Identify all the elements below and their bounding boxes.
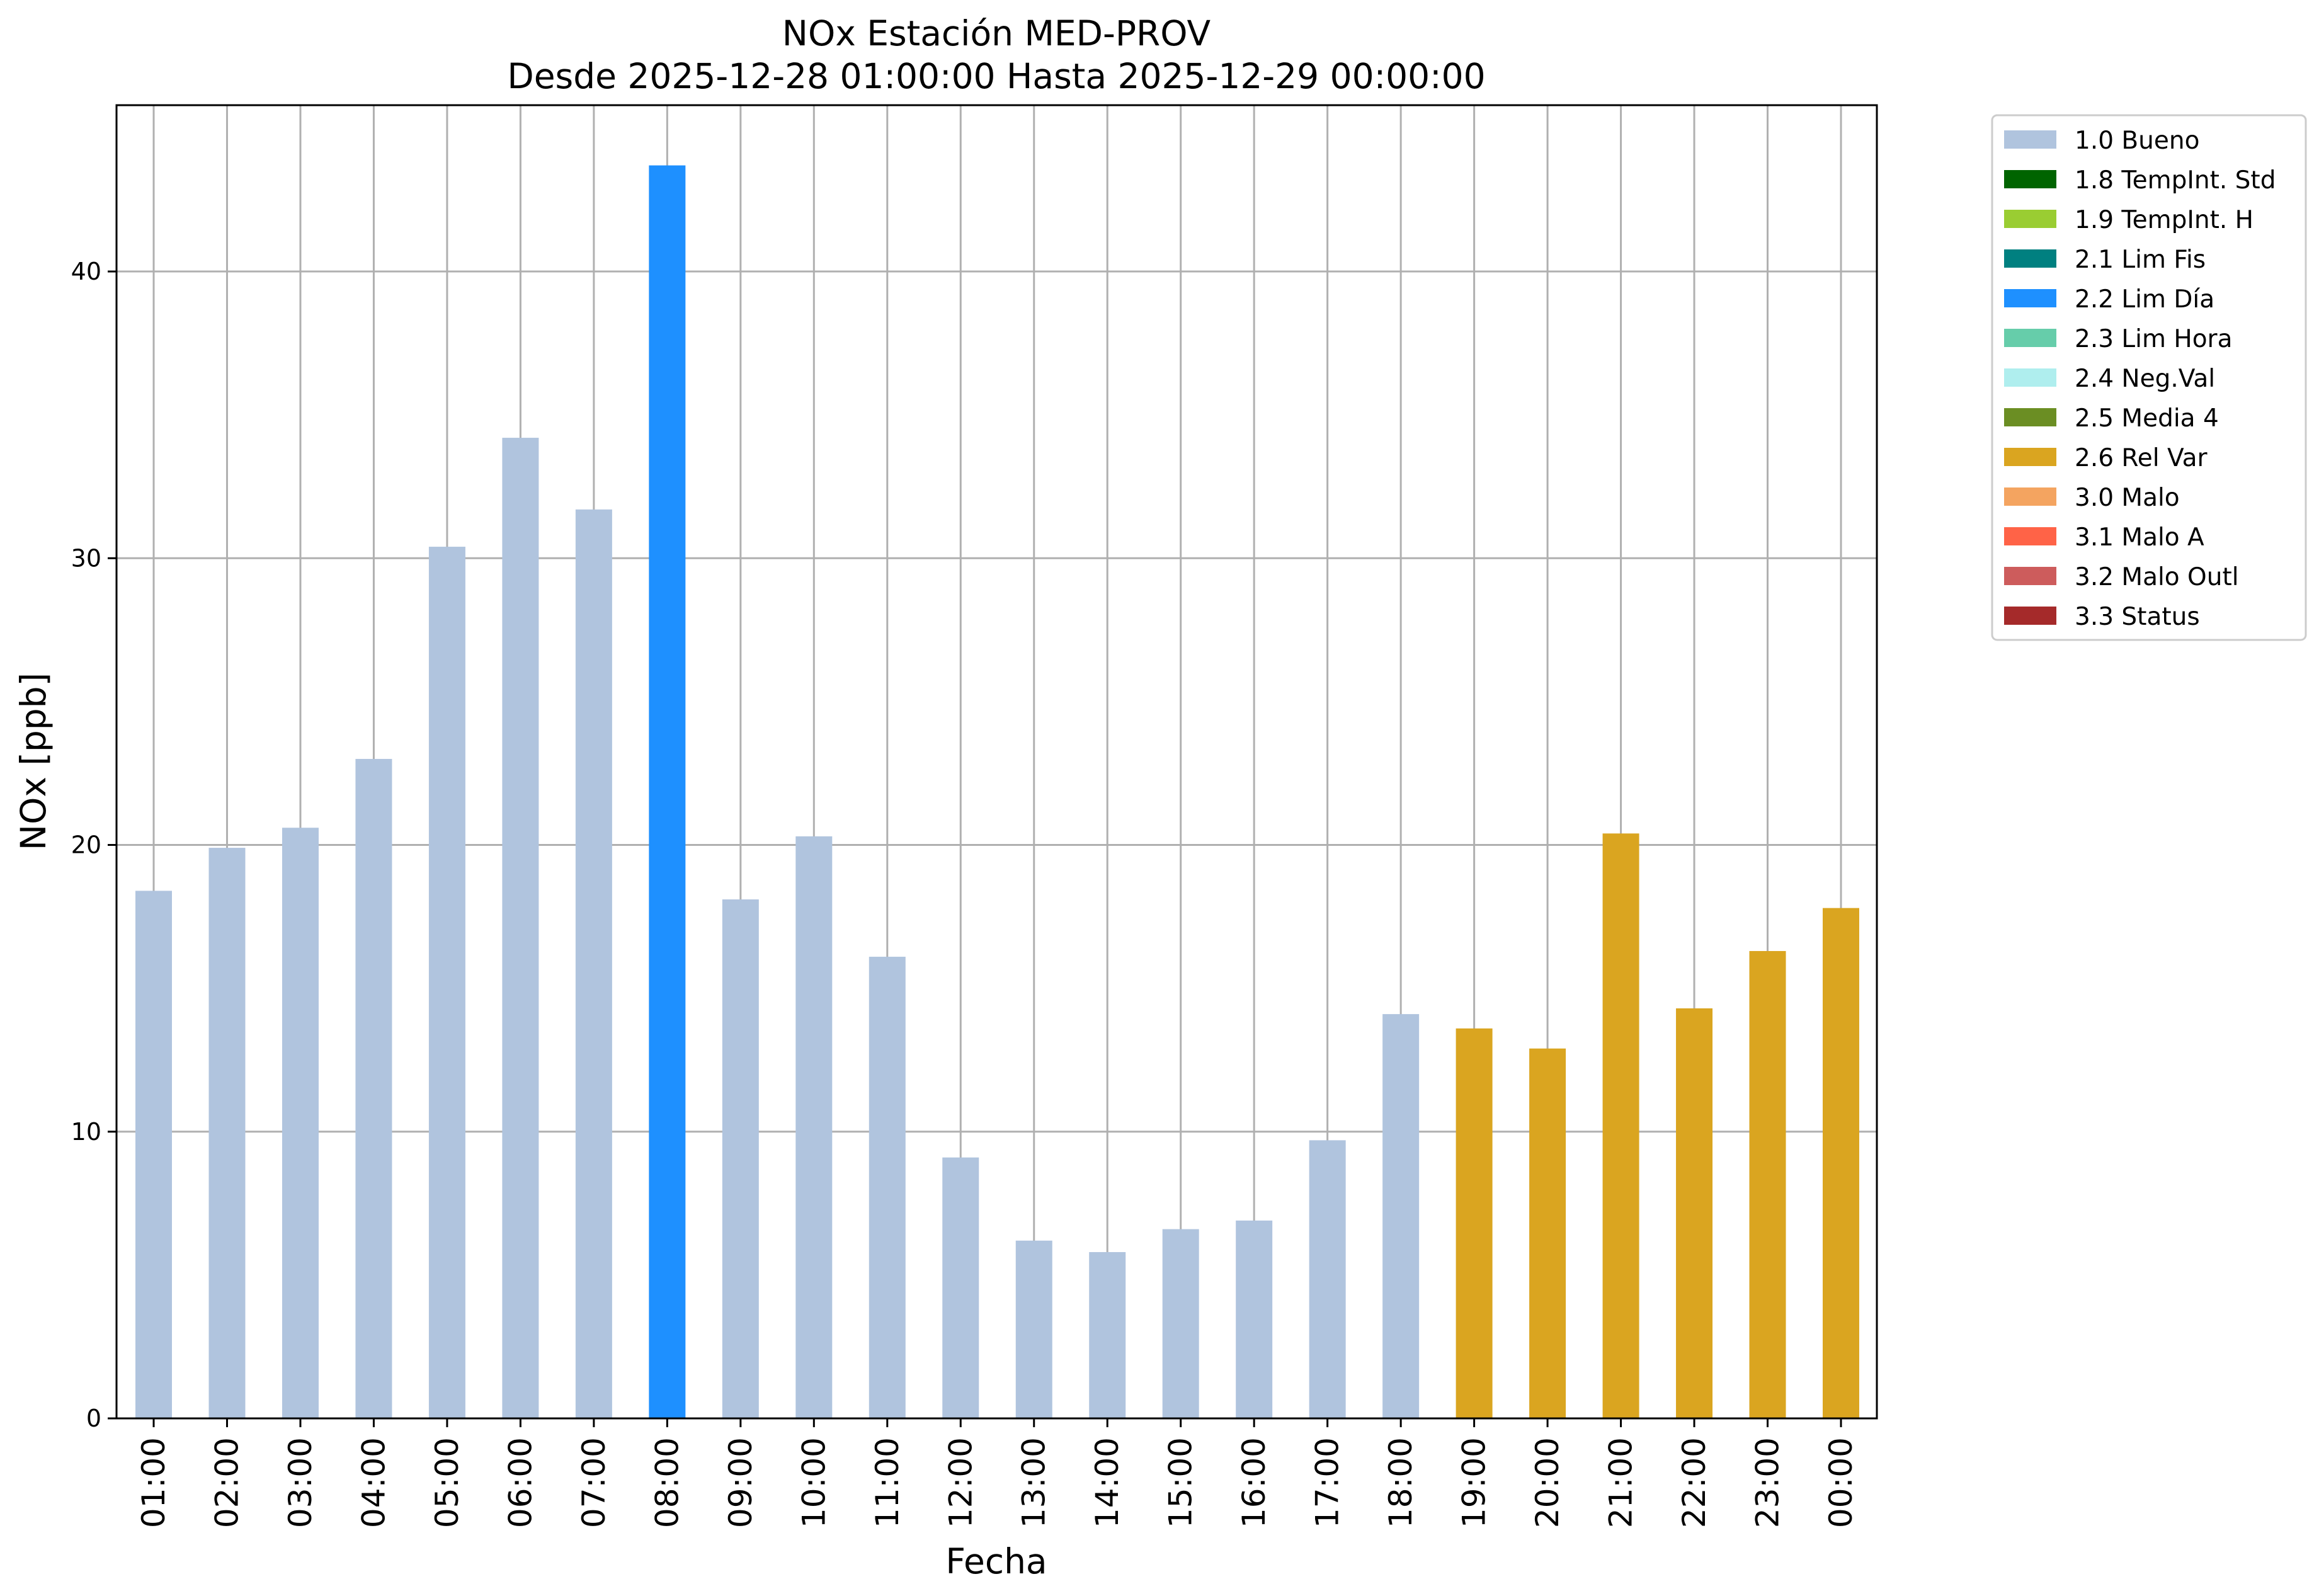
legend-label: 3.2 Malo Outl (2075, 563, 2239, 591)
plot-frame (115, 104, 1878, 1420)
bar-2100 (1602, 833, 1639, 1418)
x-tick-label: 05:00 (429, 1437, 465, 1528)
bar-2200 (1676, 1008, 1713, 1418)
legend-swatch (2004, 170, 2056, 188)
bar-0500 (428, 547, 465, 1419)
x-tick-label: 11:00 (869, 1437, 906, 1528)
x-tick-label: 19:00 (1456, 1437, 1493, 1528)
legend-label: 1.0 Bueno (2075, 127, 2199, 155)
bar-1900 (1456, 1028, 1493, 1418)
bar-2300 (1749, 950, 1786, 1418)
legend-swatch (2004, 210, 2056, 228)
x-tick-label: 09:00 (722, 1437, 759, 1528)
bar-1200 (942, 1157, 979, 1418)
legend-swatch (2004, 368, 2056, 387)
x-axis-label: Fecha (945, 1541, 1047, 1582)
legend-swatch (2004, 329, 2056, 347)
legend-swatch (2004, 130, 2056, 149)
x-tick-label: 20:00 (1529, 1437, 1566, 1528)
bar-1800 (1382, 1014, 1420, 1418)
x-tick-label: 03:00 (282, 1437, 319, 1528)
legend-label: 2.4 Neg.Val (2075, 365, 2215, 393)
bar-2000 (1529, 1048, 1566, 1418)
x-tick-label: 18:00 (1382, 1437, 1419, 1528)
legend-label: 2.1 Lim Fis (2075, 246, 2206, 274)
y-tick-label: 40 (71, 258, 101, 285)
legend-label: 2.3 Lim Hora (2075, 325, 2233, 353)
bar-1000 (795, 836, 833, 1418)
legend-swatch (2004, 607, 2056, 625)
bar-1100 (869, 957, 906, 1418)
bar-0400 (355, 758, 392, 1418)
legend-swatch (2004, 487, 2056, 506)
legend-label: 2.6 Rel Var (2075, 444, 2208, 472)
x-tick-label: 02:00 (208, 1437, 245, 1528)
legend-box (1991, 114, 2307, 641)
x-tick-label: 15:00 (1163, 1437, 1199, 1528)
y-tick-labels: 0 10 20 30 40 (71, 258, 117, 1432)
x-tick-label: 16:00 (1236, 1437, 1272, 1528)
bar-1600 (1236, 1220, 1273, 1418)
y-tick-label: 0 (86, 1405, 101, 1432)
x-tick-label: 12:00 (942, 1437, 979, 1528)
legend-label: 1.8 TempInt. Std (2075, 166, 2276, 195)
bar-0300 (282, 828, 319, 1418)
y-tick-label: 30 (71, 544, 101, 572)
legend-swatch (2004, 527, 2056, 545)
x-tick-label: 14:00 (1089, 1437, 1125, 1528)
x-tick-label: 00:00 (1823, 1437, 1859, 1528)
y-tick-label: 10 (71, 1118, 101, 1146)
legend-label: 3.1 Malo A (2075, 523, 2204, 552)
bar-1400 (1089, 1251, 1126, 1418)
bars (135, 165, 1859, 1419)
x-tick-label: 08:00 (649, 1437, 685, 1528)
legend-swatch (2004, 249, 2056, 268)
x-tick-labels: 01:00 02:00 03:00 04:00 05:00 06:00 07:00 08:00… (135, 1418, 1859, 1528)
y-tick-label: 20 (71, 831, 101, 859)
legend-swatch (2004, 289, 2056, 307)
x-tick-label: 22:00 (1676, 1437, 1712, 1528)
legend-label: 2.2 Lim Día (2075, 285, 2214, 314)
x-tick-label: 07:00 (576, 1437, 612, 1528)
legend-swatch (2004, 567, 2056, 585)
x-tick-label: 06:00 (502, 1437, 538, 1528)
legend-label: 2.5 Media 4 (2075, 404, 2219, 433)
legend-label: 1.9 TempInt. H (2075, 206, 2253, 234)
legend: 1.0 Bueno 1.8 TempInt. Std 1.9 TempInt. H 2… (1991, 114, 2307, 641)
bar-0800 (649, 165, 686, 1418)
bar-0600 (502, 438, 539, 1418)
y-axis-label: NOx [ppb] (13, 673, 54, 850)
bar-1500 (1162, 1229, 1199, 1418)
x-tick-label: 23:00 (1750, 1437, 1786, 1528)
x-tick-label: 01:00 (135, 1437, 172, 1528)
chart-title: NOx Estación MED-PROV (782, 13, 1211, 54)
legend-label: 3.3 Status (2075, 603, 2200, 631)
legend-label: 3.0 Malo (2075, 484, 2180, 512)
x-tick-label: 13:00 (1016, 1437, 1052, 1528)
bar-1700 (1309, 1140, 1346, 1418)
chart-subtitle: Desde 2025-12-28 01:00:00 Hasta 2025-12-… (507, 56, 1485, 96)
bar-0700 (575, 509, 612, 1418)
bar-0000 (1823, 908, 1859, 1418)
bar-0100 (135, 891, 172, 1418)
x-gridlines (152, 105, 1842, 1418)
x-tick-label: 04:00 (355, 1437, 392, 1528)
x-tick-label: 21:00 (1603, 1437, 1639, 1528)
bar-0900 (722, 899, 759, 1418)
bar-1300 (1015, 1240, 1052, 1418)
x-tick-label: 10:00 (795, 1437, 832, 1528)
legend-swatch (2004, 408, 2056, 426)
x-tick-label: 17:00 (1309, 1437, 1346, 1528)
legend-swatch (2004, 448, 2056, 466)
bar-0200 (208, 848, 246, 1418)
